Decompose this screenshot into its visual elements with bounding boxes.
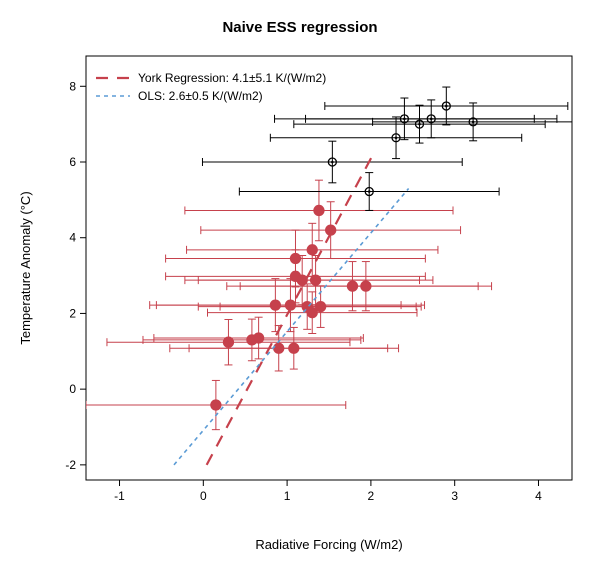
chart-container: { "chart": { "type": "scatter", "width":… (0, 0, 600, 563)
data-point (347, 281, 357, 291)
y-tick-label: 8 (69, 79, 76, 93)
x-tick-label: -1 (114, 489, 125, 503)
y-tick-label: 0 (69, 382, 76, 396)
y-tick-label: -2 (65, 458, 76, 472)
data-point (297, 275, 307, 285)
data-point-center (395, 136, 398, 139)
x-axis-label: Radiative Forcing (W/m2) (255, 537, 402, 552)
data-point (311, 275, 321, 285)
data-point (274, 343, 284, 353)
y-tick-label: 6 (69, 155, 76, 169)
data-point-center (430, 118, 433, 121)
data-point (223, 337, 233, 347)
data-point (254, 333, 264, 343)
legend-label-ols: OLS: 2.6±0.5 K/(W/m2) (138, 89, 263, 103)
x-tick-label: 1 (284, 489, 291, 503)
data-point (290, 254, 300, 264)
y-axis-label: Temperature Anomaly (°C) (18, 191, 33, 344)
x-tick-label: 2 (368, 489, 375, 503)
x-tick-label: 0 (200, 489, 207, 503)
data-point (270, 300, 280, 310)
data-point (211, 400, 221, 410)
data-point-center (445, 105, 448, 108)
data-point (289, 343, 299, 353)
y-tick-label: 2 (69, 306, 76, 320)
legend-label-york: York Regression: 4.1±5.1 K/(W/m2) (138, 71, 326, 85)
chart-title: Naive ESS regression (222, 19, 377, 36)
data-point-center (368, 190, 371, 193)
chart-svg: Naive ESS regression -1 0 1 2 3 4 -2 0 2 4 6 8 Radiat… (0, 0, 600, 563)
data-point (314, 205, 324, 215)
data-point-center (331, 161, 334, 164)
data-point-center (472, 121, 475, 124)
data-point (307, 245, 317, 255)
data-point-center (403, 118, 406, 121)
x-tick-label: 3 (451, 489, 458, 503)
data-point (361, 281, 371, 291)
data-point-center (418, 123, 421, 126)
y-tick-label: 4 (69, 231, 76, 245)
data-point (316, 302, 326, 312)
x-tick-label: 4 (535, 489, 542, 503)
